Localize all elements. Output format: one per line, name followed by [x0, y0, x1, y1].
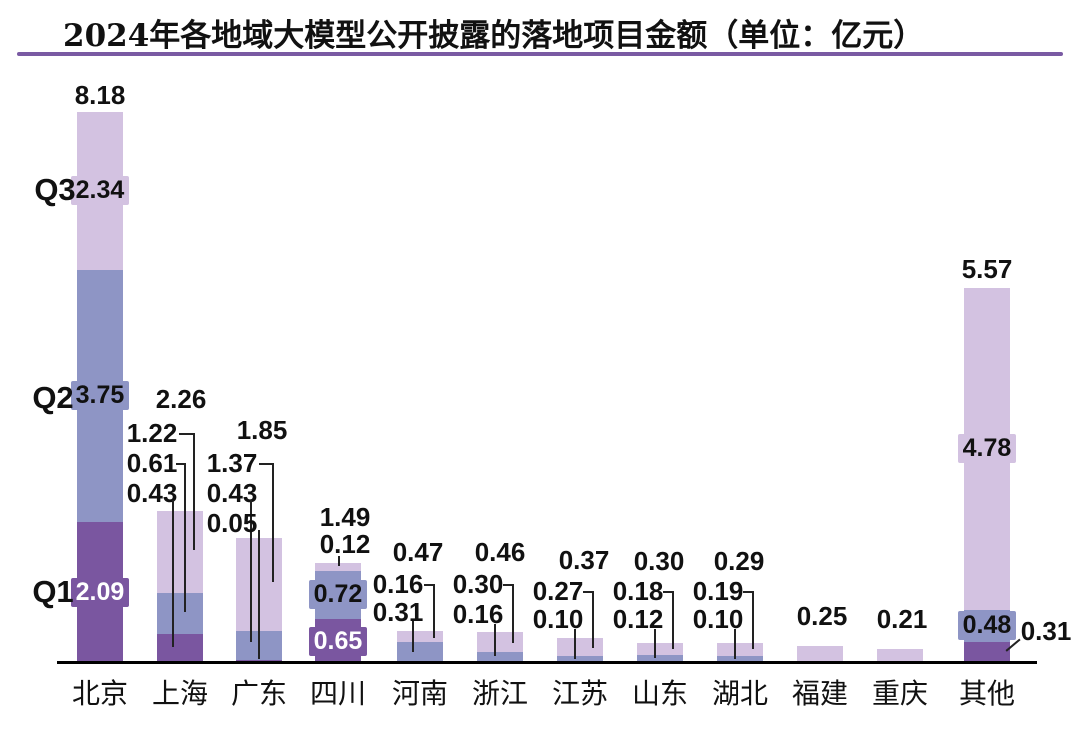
segment-value-box: 0.72 — [309, 580, 367, 610]
leader-line — [433, 584, 435, 638]
category-label: 北京 — [71, 677, 129, 710]
callout-value-label: 0.12 — [319, 529, 371, 559]
total-label: 0.21 — [876, 604, 928, 634]
bar-segment-q1 — [157, 634, 203, 663]
leader-line — [672, 591, 674, 649]
callout-value-label: 0.16 — [452, 599, 504, 629]
category-label: 福建 — [791, 677, 849, 710]
callout-value-label: 0.43 — [126, 478, 178, 508]
total-label: 1.85 — [236, 415, 288, 445]
total-label: 8.18 — [74, 80, 126, 110]
leader-line — [734, 629, 736, 659]
category-label: 河南 — [391, 677, 449, 710]
bar-segment-q3 — [637, 642, 683, 655]
leader-line — [574, 629, 576, 659]
leader-line — [338, 556, 340, 566]
category-label: 湖北 — [711, 677, 769, 710]
leader-line — [184, 463, 186, 612]
callout-value-label: 0.16 — [372, 569, 424, 599]
bar-segment-q3 — [477, 632, 523, 653]
callout-value-label: 0.31 — [372, 597, 424, 627]
bar-segment-q3 — [157, 510, 203, 593]
bar-segment-q2 — [557, 656, 603, 663]
callout-value-label: 1.22 — [126, 418, 178, 448]
bar-segment-q2 — [477, 652, 523, 663]
segment-value-box: 3.75 — [71, 381, 129, 411]
callout-value-label: 0.19 — [692, 576, 744, 606]
callout-value-label: 0.27 — [532, 576, 584, 606]
callout-value-label: 0.43 — [206, 478, 258, 508]
segment-value-box: 4.78 — [958, 434, 1016, 464]
total-label: 0.30 — [633, 546, 685, 576]
leader-line — [494, 624, 496, 656]
leader-line — [503, 584, 513, 586]
bar-segment-q2 — [397, 642, 443, 663]
category-label: 山东 — [631, 677, 689, 710]
leader-line — [412, 621, 414, 652]
category-label: 广东 — [230, 677, 288, 710]
x-axis-line — [57, 661, 1037, 664]
category-label: 重庆 — [871, 677, 929, 710]
leader-line — [179, 433, 194, 435]
bar-segment-q1 — [964, 642, 1010, 663]
leader-line — [193, 433, 195, 550]
bar-segment-q3 — [797, 646, 843, 663]
total-label: 0.46 — [474, 537, 526, 567]
segment-value-box: 2.34 — [71, 176, 129, 206]
leader-line — [743, 591, 753, 593]
callout-value-label: 0.31 — [1020, 616, 1072, 646]
leader-line — [272, 463, 274, 582]
total-label: 0.37 — [558, 545, 610, 575]
leader-line — [663, 591, 673, 593]
bar-segment-q2 — [717, 656, 763, 663]
category-label: 江苏 — [551, 677, 609, 710]
segment-value-box: 0.48 — [958, 611, 1016, 641]
bar-segment-q3 — [717, 643, 763, 657]
leader-line — [752, 591, 754, 649]
segment-value-box: 0.65 — [309, 626, 367, 656]
total-label: 5.57 — [961, 254, 1013, 284]
category-label: 其他 — [958, 677, 1016, 710]
total-label: 0.25 — [796, 601, 848, 631]
bar-segment-q2 — [637, 654, 683, 663]
leader-line — [592, 591, 594, 648]
bar-segment-q3 — [397, 631, 443, 643]
leader-line — [583, 591, 593, 593]
callout-value-label: 0.05 — [206, 508, 258, 538]
leader-line — [258, 530, 260, 659]
category-label: 上海 — [151, 677, 209, 710]
bar-segment-q3 — [315, 562, 361, 571]
callout-value-label: 1.37 — [206, 448, 258, 478]
leader-line — [176, 463, 185, 465]
callout-value-label: 0.10 — [692, 604, 744, 634]
leader-line — [259, 463, 273, 465]
quarter-label: Q3 — [34, 172, 76, 207]
category-label: 四川 — [309, 677, 367, 710]
quarter-label: Q1 — [32, 574, 74, 609]
callout-value-label: 0.61 — [126, 448, 178, 478]
callout-value-label: 0.12 — [612, 604, 664, 634]
leader-line — [512, 584, 514, 643]
segment-value-box: 2.09 — [71, 578, 129, 608]
leader-line — [424, 584, 434, 586]
total-label: 0.47 — [392, 537, 444, 567]
chart-title: 2024年各地域大模型公开披露的落地项目金额（单位：亿元） — [63, 18, 925, 54]
total-label: 0.29 — [713, 546, 765, 576]
total-label: 2.26 — [155, 384, 207, 414]
bar-segment-q3 — [557, 638, 603, 657]
quarter-label: Q2 — [32, 380, 74, 415]
callout-value-label: 0.30 — [452, 569, 504, 599]
leader-line — [172, 500, 174, 647]
bar-segment-q3 — [877, 648, 923, 663]
callout-value-label: 0.18 — [612, 576, 664, 606]
total-label: 1.49 — [319, 502, 371, 532]
callout-value-label: 0.10 — [532, 604, 584, 634]
category-label: 浙江 — [471, 677, 529, 710]
leader-line — [250, 500, 252, 642]
leader-line — [654, 629, 656, 658]
bar-segment-q2 — [157, 592, 203, 635]
title-underline — [17, 52, 1063, 56]
